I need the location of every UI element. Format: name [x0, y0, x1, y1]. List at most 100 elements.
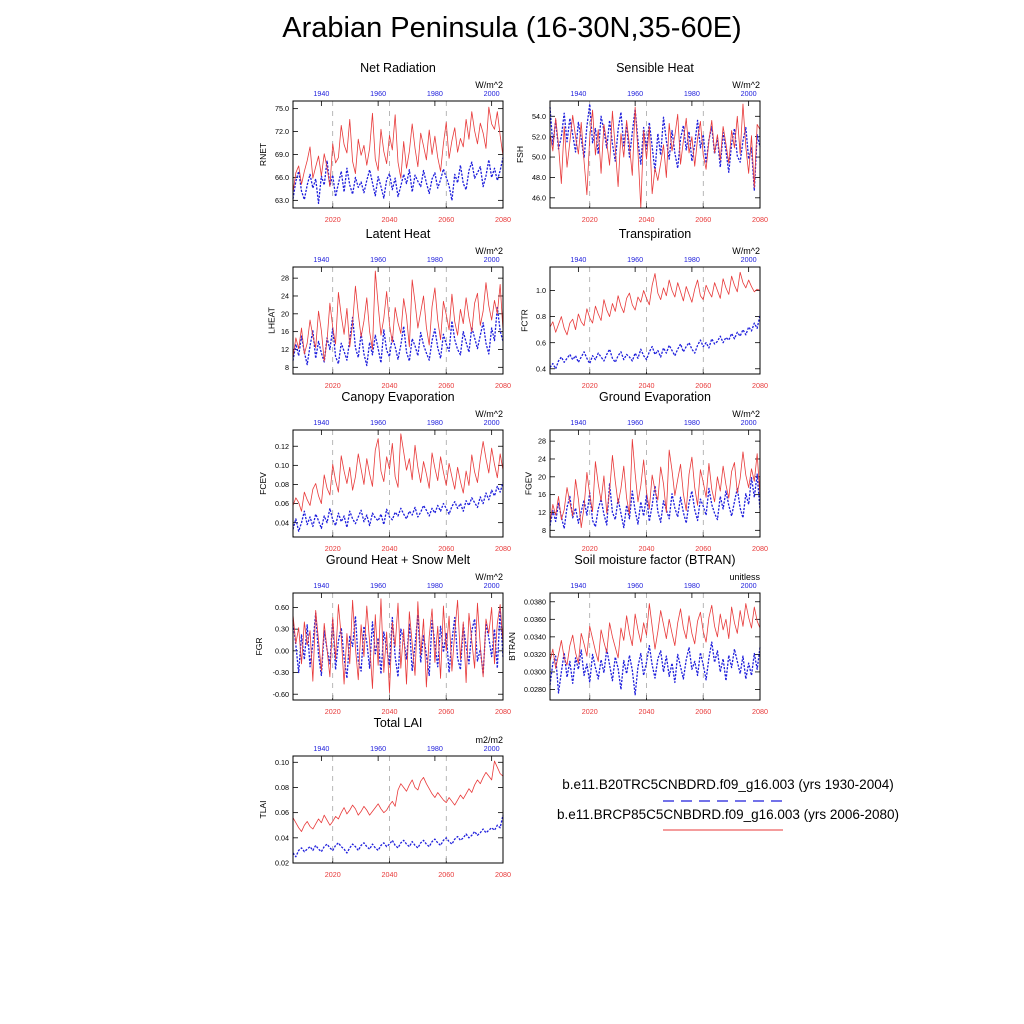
plot-frame [549, 592, 761, 701]
bottom-tick-label: 2060 [438, 381, 454, 390]
plot-frame [292, 266, 504, 375]
bottom-tick-label: 2020 [582, 544, 598, 553]
top-tick-label: 1940 [570, 255, 586, 264]
y-tick-label: 46.0 [532, 193, 546, 202]
series-historical [292, 306, 504, 367]
panel-title: Soil moisture factor (BTRAN) [574, 553, 735, 567]
top-tick-label: 1980 [427, 581, 443, 590]
y-tick-label: 52.0 [532, 132, 546, 141]
panel-lheat: Latent Heat W/m^2 1940 1960 1980 2000 2020 2040… [267, 227, 511, 390]
legend-historical-label: b.e11.B20TRC5CNBDRD.f09_g16.003 (yrs 193… [562, 777, 894, 792]
bottom-tick-label: 2060 [695, 381, 711, 390]
bottom-tick-label: 2040 [638, 544, 654, 553]
top-tick-label: 1960 [370, 418, 386, 427]
y-tick-label: 24 [281, 292, 289, 301]
y-tick-label: 0.06 [275, 499, 289, 508]
top-tick-label: 1960 [370, 581, 386, 590]
series-future [549, 271, 761, 336]
series-future [292, 270, 504, 362]
panel-fgev: Ground Evaporation W/m^2 1940 1960 1980 2000 2… [524, 390, 768, 553]
y-tick-label: 0.08 [275, 480, 289, 489]
y-tick-label: 66.0 [275, 173, 289, 182]
bottom-tick-label: 2060 [695, 215, 711, 224]
bottom-tick-label: 2080 [495, 215, 511, 224]
y-tick-label: 54.0 [532, 112, 546, 121]
y-tick-label: 72.0 [275, 127, 289, 136]
bottom-tick-label: 2080 [495, 707, 511, 716]
bottom-tick-label: 2040 [381, 215, 397, 224]
series-historical [292, 608, 504, 679]
top-tick-label: 1960 [627, 255, 643, 264]
y-tick-label: 0.02 [275, 859, 289, 868]
y-tick-label: 0.0340 [524, 632, 546, 641]
units-label: W/m^2 [732, 409, 760, 419]
y-axis-label: TLAI [258, 801, 268, 819]
top-tick-label: 1960 [370, 89, 386, 98]
bottom-tick-label: 2080 [752, 544, 768, 553]
series-future [292, 598, 504, 694]
panel-title: Canopy Evaporation [341, 390, 454, 404]
series-future [549, 103, 761, 209]
bottom-tick-label: 2080 [495, 381, 511, 390]
panel-title: Total LAI [374, 716, 423, 730]
y-tick-label: -0.60 [273, 690, 289, 699]
y-tick-label: 0.30 [275, 625, 289, 634]
y-tick-label: 20 [281, 309, 289, 318]
y-axis-label: FCEV [258, 472, 268, 495]
panel-title: Latent Heat [366, 227, 431, 241]
top-tick-label: 2000 [741, 255, 757, 264]
plot-frame [549, 100, 761, 209]
bottom-tick-label: 2040 [638, 215, 654, 224]
panel-title: Ground Evaporation [599, 390, 711, 404]
y-tick-label: 0.0380 [524, 597, 546, 606]
panel-title: Sensible Heat [616, 61, 694, 75]
y-tick-label: 0.10 [275, 461, 289, 470]
plot-frame [549, 266, 761, 375]
top-tick-label: 2000 [484, 255, 500, 264]
panel-tlai: Total LAI m2/m2 1940 1960 1980 2000 2020 2040 20… [258, 716, 511, 879]
y-axis-label: BTRAN [507, 632, 517, 661]
series-historical [549, 641, 761, 696]
plot-frame [549, 429, 761, 538]
top-tick-label: 1980 [684, 581, 700, 590]
top-tick-label: 2000 [741, 581, 757, 590]
series-historical [292, 482, 504, 532]
bottom-tick-label: 2040 [638, 381, 654, 390]
plot-frame [292, 429, 504, 538]
units-label: W/m^2 [732, 246, 760, 256]
y-tick-label: 0.4 [536, 364, 546, 373]
y-tick-label: 0.08 [275, 783, 289, 792]
y-axis-label: LHEAT [267, 307, 277, 334]
legend-future-swatch [663, 829, 783, 831]
bottom-tick-label: 2080 [495, 544, 511, 553]
top-tick-label: 1980 [684, 255, 700, 264]
top-tick-label: 1940 [313, 418, 329, 427]
y-tick-label: 0.60 [275, 603, 289, 612]
bottom-tick-label: 2040 [638, 707, 654, 716]
y-tick-label: 0.00 [275, 646, 289, 655]
y-axis-label: FGEV [524, 472, 534, 495]
legend-historical-swatch [663, 800, 783, 802]
y-tick-label: 0.6 [536, 338, 546, 347]
units-label: m2/m2 [475, 735, 503, 745]
panel-rnet: Net Radiation W/m^2 1940 1960 1980 2000 2020 20… [258, 61, 511, 224]
plot-frame [292, 100, 504, 209]
y-tick-label: 12 [281, 345, 289, 354]
bottom-tick-label: 2020 [582, 381, 598, 390]
bottom-tick-label: 2060 [695, 707, 711, 716]
y-tick-label: 12 [538, 508, 546, 517]
y-tick-label: 0.10 [275, 758, 289, 767]
bottom-tick-label: 2020 [325, 381, 341, 390]
bottom-tick-label: 2060 [438, 544, 454, 553]
top-tick-label: 1940 [313, 255, 329, 264]
plot-frame [292, 755, 504, 864]
bottom-tick-label: 2020 [325, 544, 341, 553]
y-tick-label: 50.0 [532, 153, 546, 162]
top-tick-label: 1980 [684, 89, 700, 98]
series-future [292, 106, 504, 193]
y-tick-label: 0.06 [275, 808, 289, 817]
y-tick-label: 0.12 [275, 442, 289, 451]
series-future [292, 433, 504, 512]
y-axis-label: FGR [254, 638, 264, 656]
